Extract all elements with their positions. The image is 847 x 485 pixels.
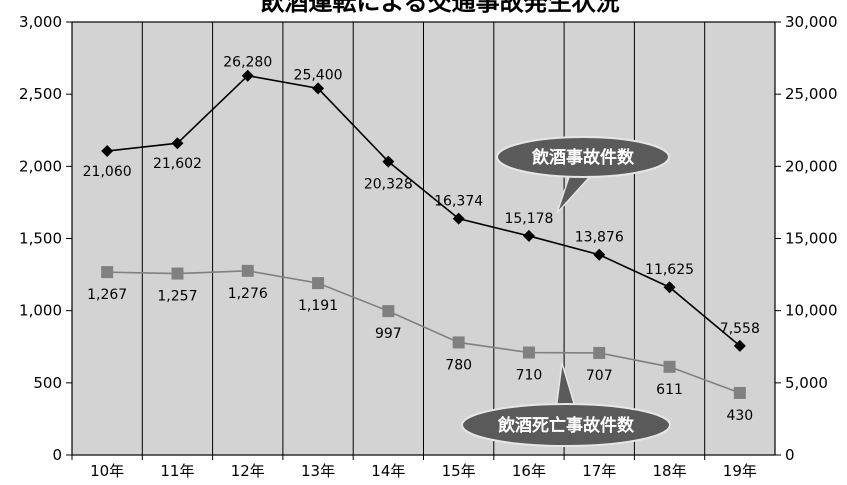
y-left-tick-label: 2,000: [19, 157, 62, 175]
axis-layer: 0 500 1,000 1,500 2,000 2,500 3,000 0 5,000 10,00…: [19, 13, 837, 480]
data-label: 1,276: [228, 286, 268, 302]
data-label: 11,625: [645, 262, 694, 278]
x-tick-label: 12年: [231, 462, 265, 480]
label-layer: 21,060 21,602 26,280 25,400 20,328 16,374 15,1…: [83, 55, 760, 424]
data-label: 21,060: [83, 164, 132, 180]
x-tick-label: 15年: [442, 462, 476, 480]
data-label: 710: [516, 368, 543, 384]
series-line-drunk-driving-accidents: [107, 74, 741, 347]
y-right-tick-label: 5,000: [785, 374, 828, 392]
data-point-diamond: [171, 137, 184, 150]
data-point-diamond: [663, 281, 676, 294]
x-tick-label: 17年: [582, 462, 616, 480]
x-tick-label: 11年: [160, 462, 194, 480]
chart-title: 飲酒運転による交通事故発生状況: [259, 0, 619, 16]
y-right-tick-label: 30,000: [785, 13, 838, 31]
data-point-diamond: [452, 212, 465, 225]
y-right-tick-label: 15,000: [785, 230, 838, 248]
data-label: 26,280: [223, 55, 272, 71]
data-point-diamond: [733, 339, 746, 352]
y-left-tick-label: 0: [52, 446, 62, 464]
data-point-square: [171, 267, 184, 280]
legend-label: 飲酒事故件数: [531, 147, 635, 168]
data-label: 25,400: [294, 67, 343, 83]
series-line-drunk-driving-fatal-accidents: [107, 270, 741, 394]
data-point-square: [241, 264, 254, 277]
y-left-tick-label: 1,000: [19, 302, 62, 320]
data-label: 430: [726, 408, 753, 424]
callout-bubble: [461, 403, 671, 447]
data-label: 1,191: [298, 298, 338, 314]
data-label: 15,178: [504, 211, 553, 227]
series-layer: [101, 69, 746, 399]
data-label: 997: [375, 326, 402, 342]
data-label: 7,558: [720, 321, 760, 337]
data-point-diamond: [522, 229, 535, 242]
data-point-diamond: [312, 82, 325, 95]
data-label: 13,876: [575, 230, 624, 246]
x-tick-label: 18年: [653, 462, 687, 480]
y-right-tick-label: 20,000: [785, 157, 838, 175]
data-label: 20,328: [364, 177, 413, 193]
x-tick-label: 19年: [723, 462, 757, 480]
data-label: 16,374: [434, 194, 483, 210]
y-left-tick-label: 2,500: [19, 85, 62, 103]
x-tick-label: 13年: [301, 462, 335, 480]
y-right-tick-label: 25,000: [785, 85, 838, 103]
y-left-tick-label: 1,500: [19, 230, 62, 248]
x-tick-label: 14年: [371, 462, 405, 480]
y-right-tick-label: 10,000: [785, 302, 838, 320]
x-tick-label: 10年: [90, 462, 124, 480]
data-point-square: [452, 336, 465, 349]
data-label: 21,602: [153, 156, 202, 172]
data-label: 1,257: [157, 289, 197, 305]
data-point-diamond: [101, 145, 114, 158]
y-right-tick-label: 0: [785, 446, 795, 464]
legend-label: 飲酒死亡事故件数: [497, 415, 635, 436]
data-point-square: [312, 277, 325, 290]
data-point-square: [733, 386, 746, 399]
y-left-tick-label: 3,000: [19, 13, 62, 31]
data-point-square: [382, 305, 395, 318]
data-point-diamond: [241, 69, 254, 82]
callout-bubble: [496, 136, 670, 178]
data-point-square: [522, 346, 535, 359]
data-point-diamond: [593, 248, 606, 261]
data-label: 707: [586, 368, 613, 384]
data-point-square: [663, 360, 676, 373]
y-left-tick-label: 500: [33, 374, 62, 392]
data-point-square: [101, 266, 114, 279]
data-label: 780: [445, 357, 472, 373]
data-label: 1,267: [87, 287, 127, 303]
data-point-diamond: [382, 155, 395, 168]
data-point-square: [593, 346, 606, 359]
x-tick-label: 16年: [512, 462, 546, 480]
data-label: 611: [656, 382, 683, 398]
